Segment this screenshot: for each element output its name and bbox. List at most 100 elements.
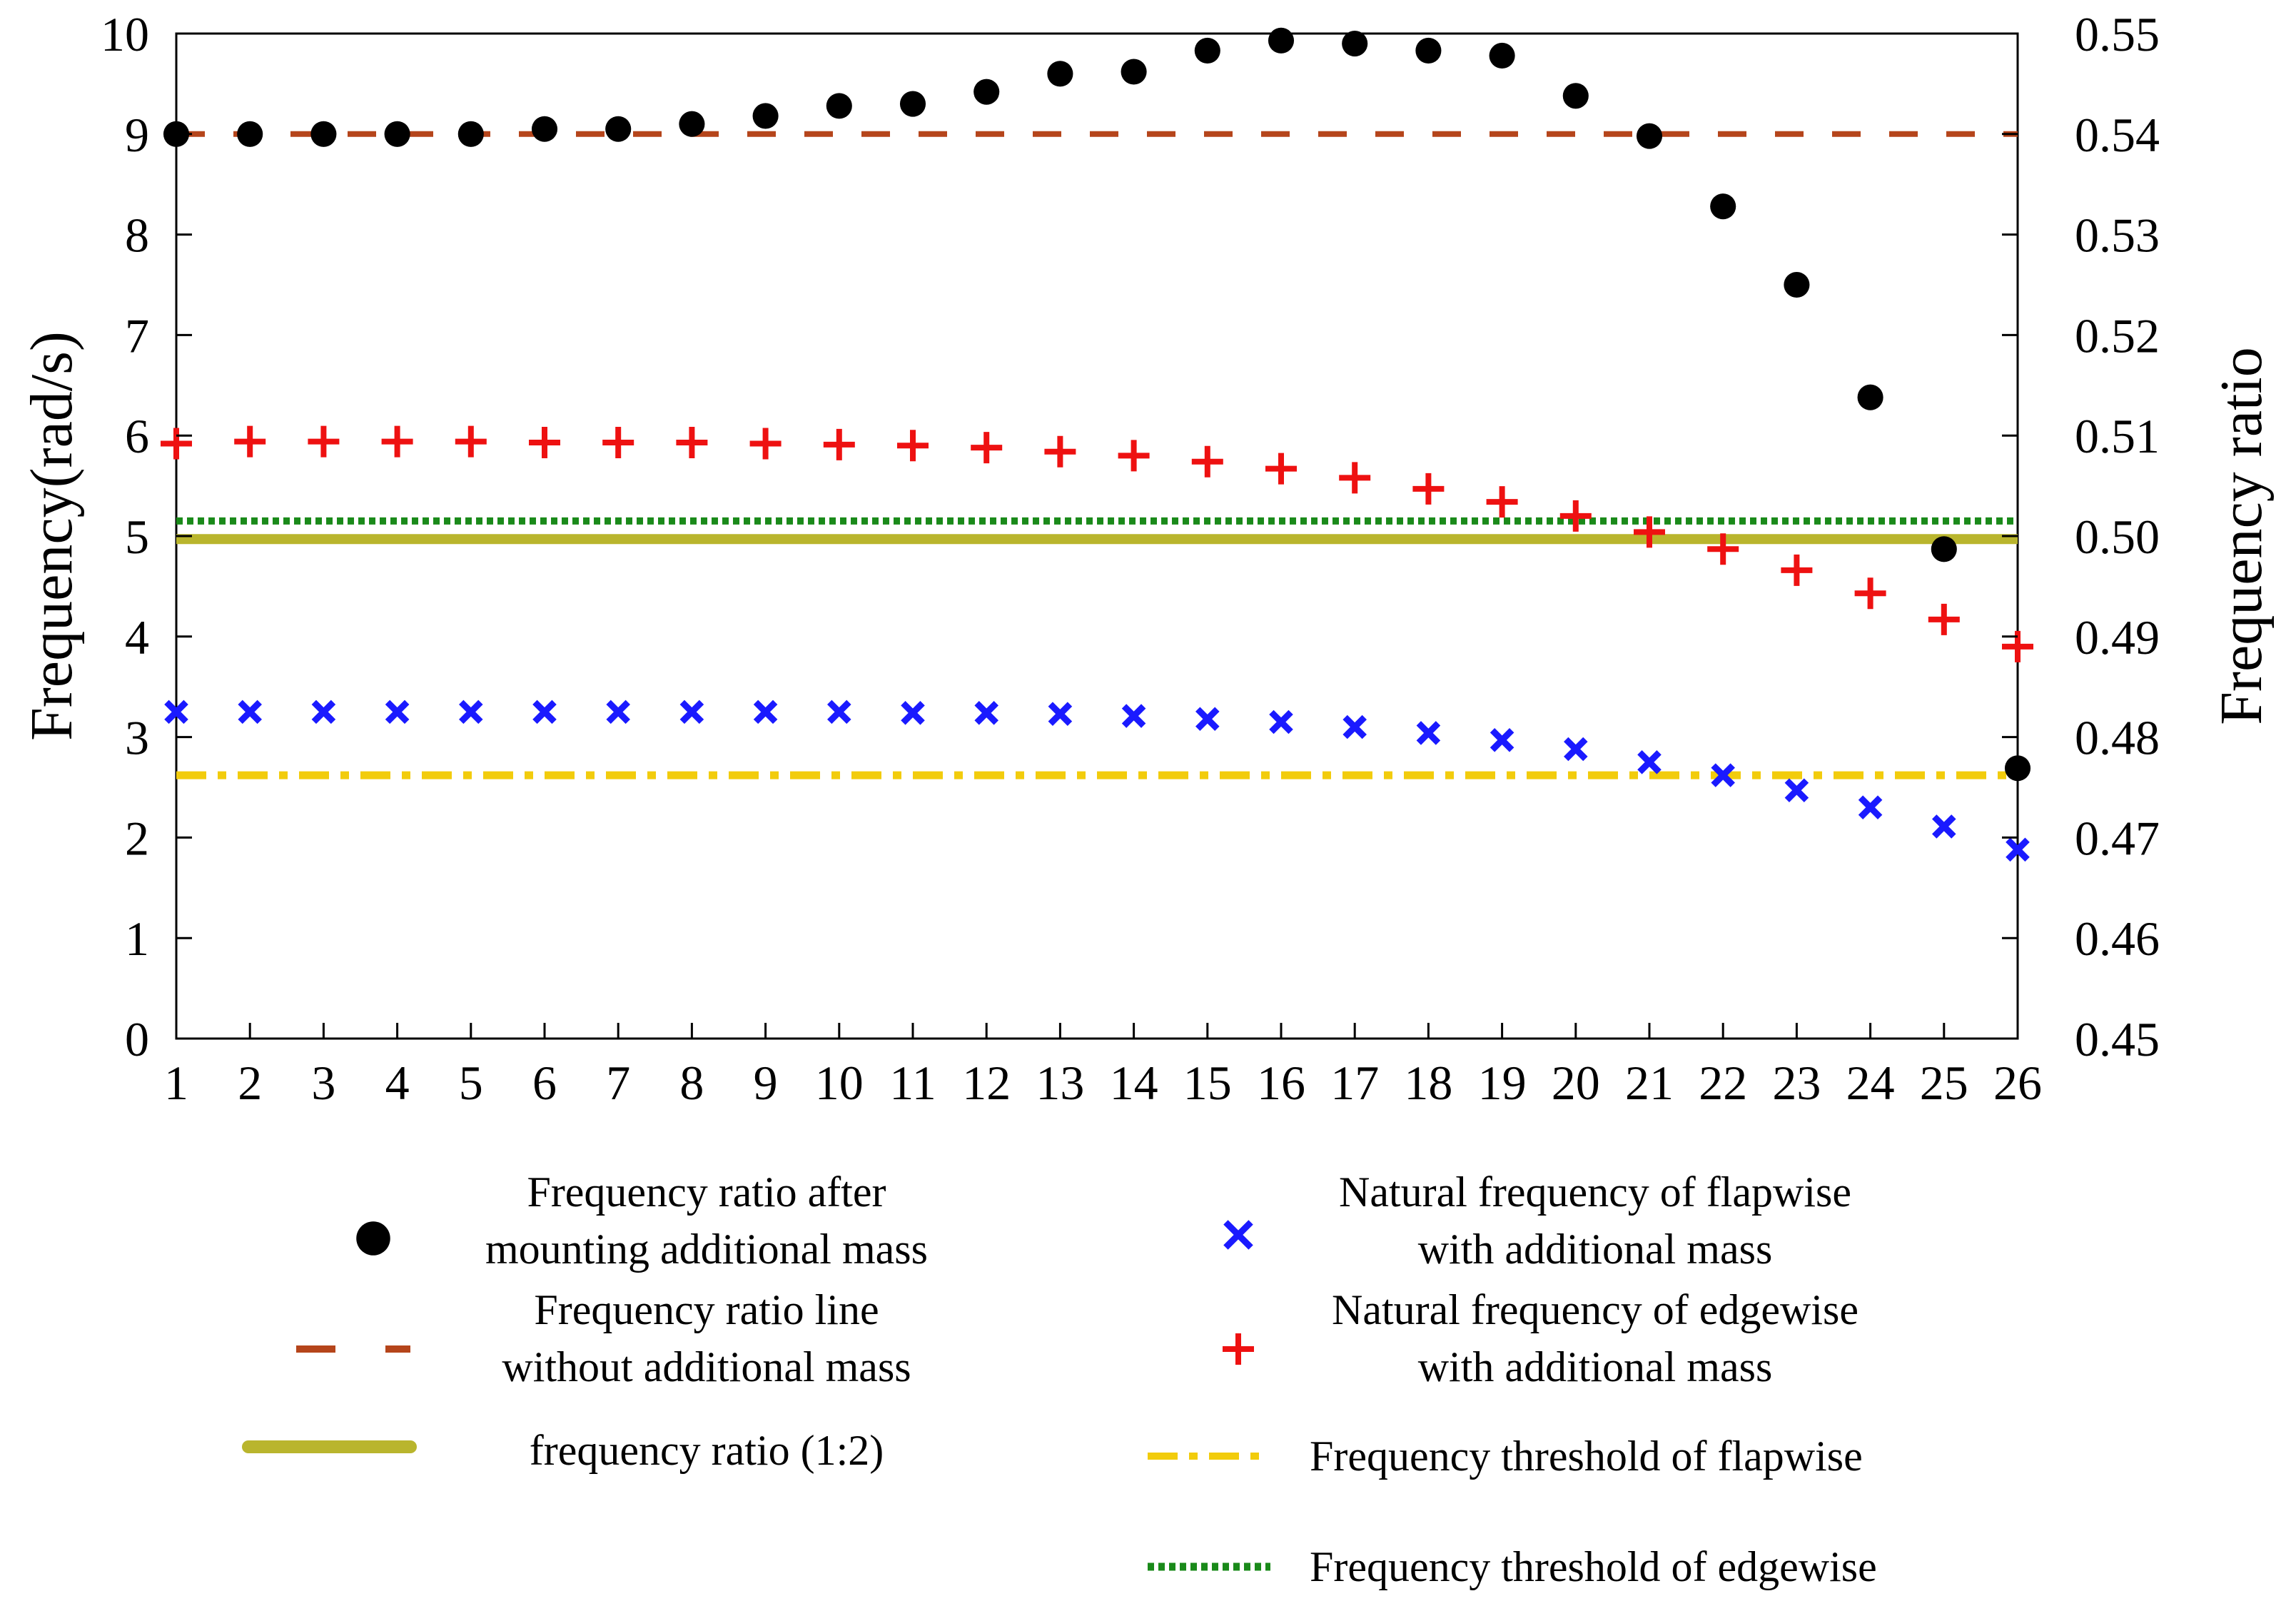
data-point bbox=[973, 79, 1000, 105]
data-point bbox=[1195, 707, 1220, 732]
data-point bbox=[2004, 755, 2031, 782]
y-left-tick-label: 2 bbox=[125, 811, 149, 865]
legend-entry-flap: Natural frequency of flapwise with additi… bbox=[1223, 1168, 1851, 1273]
x-tick-label: 18 bbox=[1404, 1056, 1452, 1110]
data-point bbox=[1339, 462, 1371, 494]
legend-label: Natural frequency of edgewise bbox=[1332, 1286, 1858, 1333]
data-point bbox=[602, 427, 634, 459]
x-tick-label: 4 bbox=[385, 1056, 410, 1110]
data-point bbox=[1928, 603, 1960, 635]
data-point bbox=[1415, 37, 1442, 64]
data-point bbox=[457, 121, 484, 147]
data-point bbox=[310, 121, 337, 147]
data-point bbox=[311, 700, 336, 724]
data-point bbox=[1854, 577, 1886, 610]
y-left-tick-label: 6 bbox=[125, 409, 149, 463]
x-tick-label: 19 bbox=[1478, 1056, 1527, 1110]
data-point bbox=[529, 427, 560, 459]
legend-label: Frequency threshold of edgewise bbox=[1310, 1543, 1877, 1590]
legend-label: mounting additional mass bbox=[485, 1226, 928, 1273]
x-tick-label: 13 bbox=[1036, 1056, 1084, 1110]
data-point bbox=[1048, 702, 1073, 727]
legend-symbol bbox=[1223, 1220, 1253, 1250]
x-tick-label: 17 bbox=[1330, 1056, 1379, 1110]
data-point bbox=[1194, 37, 1220, 64]
data-point bbox=[1932, 814, 1956, 839]
data-point bbox=[1265, 453, 1297, 485]
y-left-tick-label: 3 bbox=[125, 711, 149, 765]
y-left-tick-label: 5 bbox=[125, 510, 149, 564]
data-point bbox=[826, 93, 852, 119]
data-point bbox=[1559, 500, 1592, 532]
legend-entry-ratio_12: frequency ratio (1:2) bbox=[242, 1427, 884, 1474]
y-axis-right-title: Frequency ratio bbox=[2208, 347, 2275, 724]
legend: Frequency ratio after mounting additional… bbox=[242, 1168, 1877, 1590]
data-point bbox=[381, 425, 413, 458]
data-point bbox=[455, 425, 487, 458]
x-tick-label: 20 bbox=[1552, 1056, 1600, 1110]
data-point bbox=[753, 700, 778, 724]
x-tick-label: 16 bbox=[1257, 1056, 1305, 1110]
data-point bbox=[823, 428, 855, 460]
data-point bbox=[1707, 533, 1739, 565]
y-right-tick-label: 0.46 bbox=[2075, 912, 2160, 966]
data-point bbox=[532, 700, 557, 724]
y-left-tick-label: 7 bbox=[125, 308, 149, 363]
data-point bbox=[1342, 31, 1368, 57]
x-tick-label: 15 bbox=[1183, 1056, 1232, 1110]
x-tick-label: 10 bbox=[815, 1056, 864, 1110]
legend-label: without additional mass bbox=[502, 1343, 911, 1390]
data-point bbox=[974, 701, 998, 725]
x-tick-label: 22 bbox=[1699, 1056, 1747, 1110]
x-tick-label: 25 bbox=[1920, 1056, 1968, 1110]
data-point bbox=[531, 116, 558, 142]
data-point bbox=[749, 428, 782, 460]
data-point bbox=[1637, 750, 1662, 774]
y-left-tick-label: 4 bbox=[125, 610, 149, 665]
legend-entry-ratio_line: Frequency ratio line without additional m… bbox=[296, 1286, 911, 1390]
legend-label: with additional mass bbox=[1418, 1343, 1773, 1390]
legend-label: Frequency ratio line bbox=[534, 1286, 879, 1333]
x-tick-label: 14 bbox=[1110, 1056, 1158, 1110]
x-tick-label: 24 bbox=[1846, 1056, 1895, 1110]
data-point bbox=[1634, 516, 1665, 548]
x-tick-label: 7 bbox=[606, 1056, 630, 1110]
y-left-tick-label: 1 bbox=[125, 912, 149, 966]
data-point bbox=[385, 700, 410, 724]
data-point bbox=[238, 700, 262, 724]
y-right-tick-label: 0.50 bbox=[2075, 510, 2160, 564]
data-point bbox=[752, 103, 779, 129]
data-point bbox=[234, 425, 266, 458]
data-point bbox=[164, 700, 188, 724]
legend-entry-edge_thr: Frequency threshold of edgewise bbox=[1148, 1543, 1877, 1590]
legend-label: with additional mass bbox=[1418, 1226, 1773, 1273]
data-point bbox=[1711, 763, 1735, 787]
x-tick-label: 8 bbox=[679, 1056, 704, 1110]
legend-symbol bbox=[1223, 1333, 1254, 1365]
data-point bbox=[161, 428, 192, 460]
data-point bbox=[308, 425, 340, 458]
data-point bbox=[1710, 193, 1736, 220]
data-point bbox=[1416, 721, 1441, 745]
data-point bbox=[1781, 554, 1813, 586]
legend-label: frequency ratio (1:2) bbox=[530, 1427, 884, 1474]
y-right-tick-label: 0.52 bbox=[2075, 308, 2160, 363]
data-point bbox=[679, 700, 704, 724]
data-point bbox=[1044, 435, 1076, 468]
x-tick-label: 23 bbox=[1772, 1056, 1821, 1110]
y-right-tick-label: 0.49 bbox=[2075, 610, 2160, 665]
y-right-tick-label: 0.54 bbox=[2075, 108, 2160, 162]
data-point bbox=[1486, 486, 1518, 518]
data-point bbox=[901, 701, 925, 725]
data-point bbox=[605, 116, 632, 142]
data-point bbox=[1047, 61, 1073, 87]
legend-label: Natural frequency of flapwise bbox=[1339, 1168, 1851, 1216]
data-point bbox=[1562, 83, 1589, 109]
y-left-tick-label: 10 bbox=[101, 7, 149, 61]
data-point bbox=[2006, 837, 2030, 862]
data-point bbox=[897, 430, 929, 462]
x-tick-label: 2 bbox=[238, 1056, 262, 1110]
y-right-tick-label: 0.48 bbox=[2075, 711, 2160, 765]
legend-entry-flap_thr: Frequency threshold of flapwise bbox=[1148, 1433, 1863, 1480]
